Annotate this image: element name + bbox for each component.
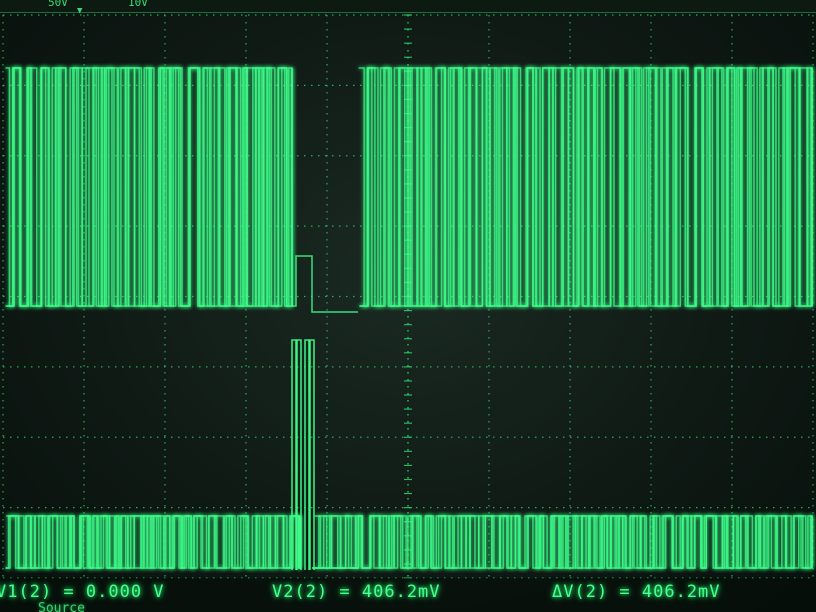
cursor-readout-bar bbox=[0, 578, 816, 612]
top-status-bar: 50V 10V ▼ bbox=[0, 0, 816, 16]
channel-2-burst bbox=[5, 515, 301, 569]
glitch-spike bbox=[309, 339, 315, 570]
channel-1-burst bbox=[358, 67, 813, 307]
channel-1-burst bbox=[5, 67, 293, 307]
glitch-spike bbox=[296, 339, 302, 570]
softkey-menu-label[interactable]: Source bbox=[38, 601, 85, 612]
trigger-marker-icon: ▼ bbox=[77, 6, 83, 16]
channel-2-trace bbox=[5, 515, 813, 569]
channel-1-burst bbox=[6, 67, 293, 307]
channel-2-burst bbox=[314, 515, 813, 569]
channel-1-idle bbox=[292, 255, 358, 313]
top-fragment-1: 50V bbox=[48, 0, 68, 9]
channel-1-burst bbox=[360, 67, 813, 307]
cursor-v1-readout: V1(2) = 0.000 V bbox=[0, 582, 165, 602]
cursor-delta-v-readout: ΔV(2) = 406.2mV bbox=[552, 582, 721, 602]
glitch-spike bbox=[291, 339, 297, 570]
glitch-pulse bbox=[291, 339, 315, 570]
channel-1-trace bbox=[5, 67, 813, 313]
cursor-v2-readout: V2(2) = 406.2mV bbox=[272, 582, 441, 602]
glitch-spike bbox=[304, 339, 310, 570]
top-fragment-2: 10V bbox=[128, 0, 148, 9]
